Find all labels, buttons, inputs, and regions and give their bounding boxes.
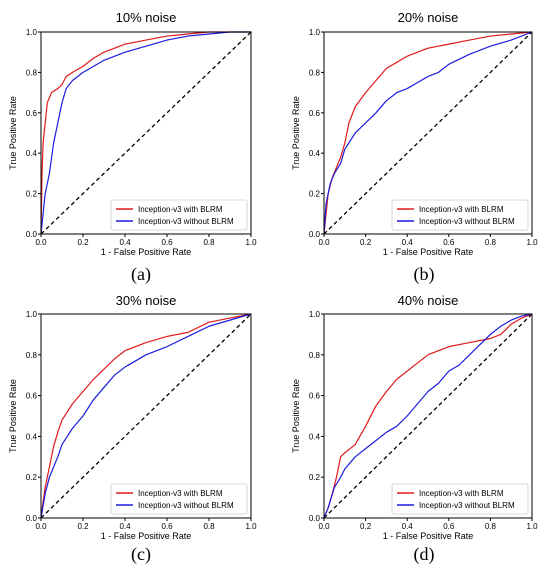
panel-caption: (a) (131, 264, 151, 285)
y-tick-label: 1.0 (26, 310, 38, 319)
chart-title: 10% noise (116, 10, 177, 25)
y-tick-label: 0.8 (26, 351, 38, 360)
x-tick-label: 0.4 (402, 238, 414, 247)
y-tick-label: 0.2 (26, 473, 38, 482)
legend-label: Inception-v3 with BLRM (419, 489, 504, 498)
panel-caption: (c) (131, 544, 151, 565)
y-axis-label: True Positive Rate (8, 379, 18, 453)
legend: Inception-v3 with BLRM Inception-v3 witho… (110, 199, 248, 231)
x-axis-label: 1 - False Positive Rate (383, 247, 474, 257)
legend-label: Inception-v3 with BLRM (138, 489, 223, 498)
x-tick-label: 0.4 (119, 522, 131, 531)
y-tick-label: 0.6 (309, 392, 321, 401)
roc-panel-4: 40% noise 0.0 0.2 0.4 0.6 0.8 1.0 0.0 0.2 0.4 0.6 0… (291, 293, 538, 565)
y-tick-label: 0.0 (26, 514, 38, 523)
legend-label: Inception-v3 without BLRM (419, 501, 515, 510)
y-axis-label: True Positive Rate (291, 96, 301, 170)
y-tick-label: 0.0 (309, 230, 321, 239)
legend: Inception-v3 with BLRM Inception-v3 witho… (391, 483, 529, 515)
panel-caption: (d) (414, 544, 435, 565)
x-tick-label: 0.6 (443, 522, 455, 531)
series-line-without-blrm (40, 313, 252, 519)
x-tick-label: 0.6 (161, 522, 173, 531)
y-tick-label: 1.0 (26, 28, 38, 37)
series-line-without-blrm (323, 31, 533, 235)
series-line-with-blrm (40, 313, 252, 519)
series-line-with-blrm (40, 31, 251, 235)
x-tick-label: 0.8 (203, 522, 215, 531)
legend-box (391, 199, 529, 231)
plot-frame (40, 313, 252, 519)
series-line-without-blrm (40, 31, 251, 235)
x-axis-label: 1 - False Positive Rate (101, 247, 192, 257)
y-tick-label: 0.8 (309, 68, 321, 77)
legend-box (391, 483, 529, 515)
x-tick-label: 1.0 (245, 522, 257, 531)
y-tick-label: 0.4 (26, 149, 38, 158)
y-tick-label: 0.8 (26, 68, 38, 77)
y-tick-label: 0.4 (309, 432, 321, 441)
y-tick-label: 0.2 (309, 473, 321, 482)
y-axis-label: True Positive Rate (291, 379, 301, 453)
legend-box (110, 199, 248, 231)
y-tick-label: 0.2 (26, 190, 38, 199)
series-line-without-blrm (323, 313, 533, 519)
x-tick-label: 0.4 (119, 238, 131, 247)
plot-frame (40, 31, 252, 235)
plot-frame (323, 31, 533, 235)
x-tick-label: 0.2 (77, 522, 89, 531)
x-tick-label: 1.0 (526, 522, 538, 531)
y-tick-label: 0.6 (26, 109, 38, 118)
legend-label: Inception-v3 with BLRM (419, 205, 504, 214)
legend: Inception-v3 with BLRM Inception-v3 witho… (110, 483, 248, 515)
roc-panel-2: 20% noise 0.0 0.2 0.4 0.6 0.8 1.0 0.0 0.2 0.4 0.6 0… (291, 10, 538, 285)
y-tick-label: 0.2 (309, 190, 321, 199)
x-tick-label: 0.2 (77, 238, 89, 247)
legend-label: Inception-v3 with BLRM (138, 205, 223, 214)
plot-frame (323, 313, 533, 519)
y-tick-label: 0.8 (309, 351, 321, 360)
x-tick-label: 0.6 (443, 238, 455, 247)
legend: Inception-v3 with BLRM Inception-v3 witho… (391, 199, 529, 231)
legend-box (110, 483, 248, 515)
x-tick-label: 1.0 (526, 238, 538, 247)
x-tick-label: 0.0 (318, 238, 330, 247)
y-axis-label: True Positive Rate (8, 96, 18, 170)
chart-title: 30% noise (116, 293, 177, 308)
chart-title: 40% noise (398, 293, 459, 308)
panel-caption: (b) (414, 264, 435, 285)
y-tick-label: 0.4 (26, 432, 38, 441)
x-axis-label: 1 - False Positive Rate (383, 531, 474, 541)
chance-diagonal (323, 31, 533, 235)
roc-panel-1: 10% noise 0.0 0.2 0.4 0.6 0.8 1.0 0.0 0.2 0.4 0.6 0… (8, 10, 257, 285)
x-tick-label: 0.2 (360, 522, 372, 531)
x-tick-label: 0.2 (360, 238, 372, 247)
x-tick-label: 0.4 (402, 522, 414, 531)
roc-panel-3: 30% noise 0.0 0.2 0.4 0.6 0.8 1.0 0.0 0.2 0.4 0.6 0… (8, 293, 257, 565)
x-tick-label: 0.0 (35, 238, 47, 247)
legend-label: Inception-v3 without BLRM (138, 501, 234, 510)
y-tick-label: 0.4 (309, 149, 321, 158)
chart-title: 20% noise (398, 10, 459, 25)
y-tick-label: 0.0 (26, 230, 38, 239)
x-tick-label: 0.6 (161, 238, 173, 247)
y-tick-label: 0.0 (309, 514, 321, 523)
y-tick-label: 0.6 (309, 109, 321, 118)
x-tick-label: 1.0 (245, 238, 257, 247)
x-tick-label: 0.8 (203, 238, 215, 247)
x-axis-label: 1 - False Positive Rate (101, 531, 192, 541)
x-tick-label: 0.8 (485, 522, 497, 531)
y-tick-label: 1.0 (309, 28, 321, 37)
legend-label: Inception-v3 without BLRM (419, 217, 515, 226)
x-tick-label: 0.0 (318, 522, 330, 531)
y-tick-label: 0.6 (26, 392, 38, 401)
series-line-with-blrm (323, 313, 533, 519)
x-tick-label: 0.8 (485, 238, 497, 247)
y-tick-label: 1.0 (309, 310, 321, 319)
legend-label: Inception-v3 without BLRM (138, 217, 234, 226)
x-tick-label: 0.0 (35, 522, 47, 531)
